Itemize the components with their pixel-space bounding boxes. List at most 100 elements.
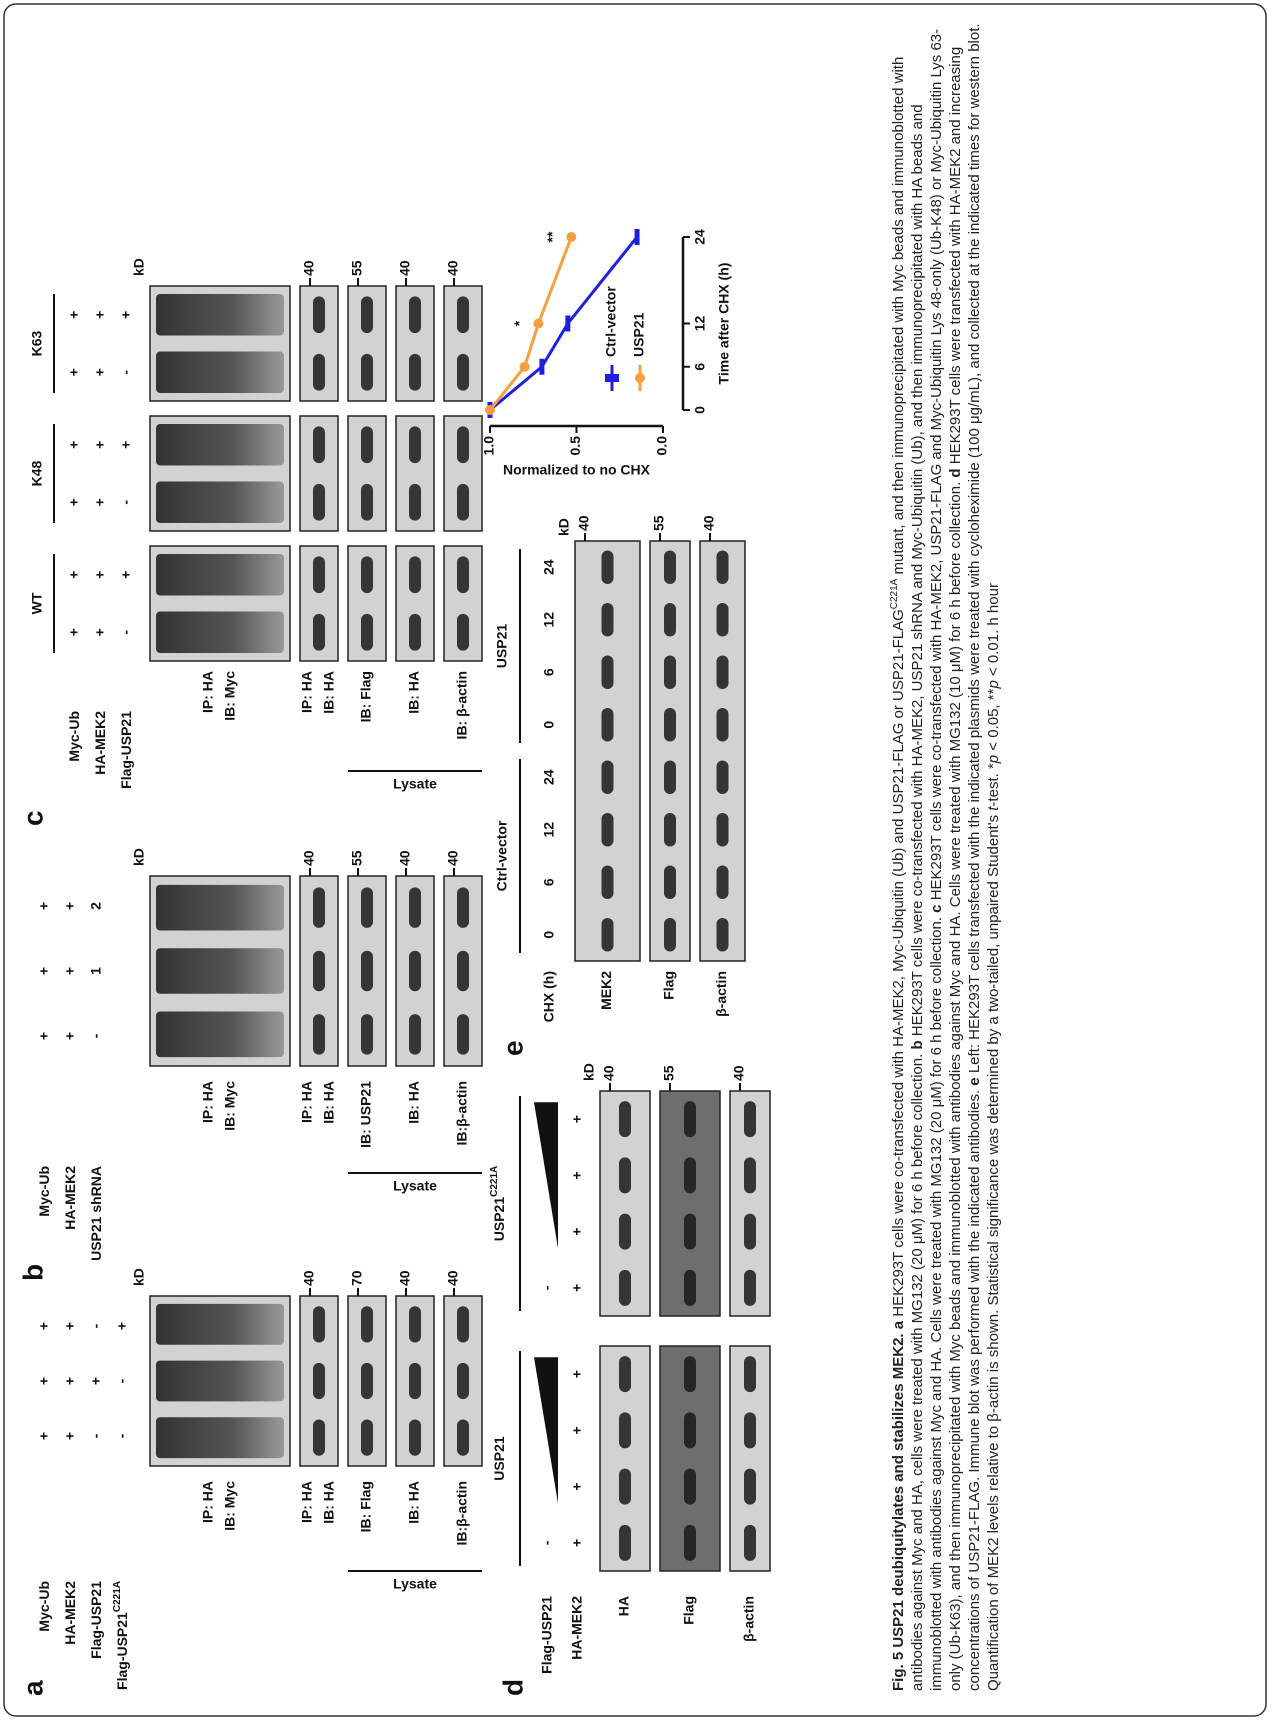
band bbox=[361, 1420, 373, 1456]
y-tick-label: 1.0 bbox=[481, 436, 497, 456]
lane-sign: + bbox=[66, 628, 82, 636]
lane-sign: + bbox=[118, 311, 134, 319]
band bbox=[619, 1525, 631, 1561]
row-label: Flag-USP21C221A bbox=[112, 1581, 130, 1690]
size-marker: 40 bbox=[576, 515, 592, 531]
lane-sign: - bbox=[114, 1378, 130, 1383]
band bbox=[313, 1363, 325, 1399]
blot-label: IP: HA bbox=[299, 1081, 315, 1123]
size-marker: 40 bbox=[397, 1270, 413, 1286]
band bbox=[409, 556, 421, 593]
band bbox=[664, 813, 676, 847]
row-label-text: Flag-USP21 bbox=[88, 1581, 104, 1659]
blot-label: HA bbox=[616, 1596, 632, 1616]
caption-text: HEK293T cells were co-transfected with H… bbox=[890, 609, 907, 1321]
band bbox=[409, 1363, 421, 1399]
panel-letter: b bbox=[17, 1264, 48, 1281]
lane-sign: + bbox=[92, 571, 108, 579]
blot-label: Flag bbox=[661, 971, 677, 1000]
dose-triangle bbox=[534, 1357, 558, 1503]
lane-label: 24 bbox=[541, 769, 557, 785]
size-marker: 40 bbox=[301, 1270, 317, 1286]
band bbox=[361, 1014, 373, 1055]
legend-marker bbox=[605, 374, 619, 382]
blot-label: Flag bbox=[681, 1596, 697, 1625]
smear bbox=[156, 1417, 284, 1458]
panel-letter: e bbox=[497, 1040, 528, 1056]
smear bbox=[156, 612, 284, 653]
lane-sign: + bbox=[569, 1539, 585, 1547]
band bbox=[717, 550, 729, 584]
group-label-sup: C221A bbox=[489, 1166, 500, 1197]
caption-text: C221A bbox=[889, 579, 900, 610]
band bbox=[664, 865, 676, 899]
lane-sign: + bbox=[569, 1228, 585, 1236]
band bbox=[684, 1525, 696, 1561]
band bbox=[409, 614, 421, 651]
blot-label: β-actin bbox=[713, 971, 729, 1017]
band bbox=[409, 484, 421, 521]
band bbox=[361, 354, 373, 391]
caption: Fig. 5 USP21 deubiquitylates and stabili… bbox=[885, 21, 1003, 1691]
blot-label: IB:β-actin bbox=[454, 1481, 470, 1546]
smear bbox=[156, 1012, 284, 1058]
figure-page: Fig. 5 USP21 deubiquitylates and stabili… bbox=[0, 0, 1271, 1721]
band bbox=[361, 887, 373, 928]
lysate-label: Lysate bbox=[393, 776, 437, 792]
row-label-text: HA-MEK2 bbox=[62, 1581, 78, 1645]
smear bbox=[156, 424, 284, 465]
lane-sign: - bbox=[118, 370, 134, 375]
band bbox=[409, 887, 421, 928]
band bbox=[664, 918, 676, 952]
caption-box: Fig. 5 USP21 deubiquitylates and stabili… bbox=[885, 21, 1045, 1691]
row-label-text: HA-MEK2 bbox=[92, 711, 108, 775]
lysate-label: Lysate bbox=[393, 1178, 437, 1194]
band bbox=[457, 354, 469, 391]
size-marker: 40 bbox=[301, 850, 317, 866]
lane-sign: + bbox=[569, 1426, 585, 1434]
page: { "panel_a": {"label": "a", "rows": [{"n… bbox=[0, 0, 1271, 1721]
row-label: HA-MEK2 bbox=[92, 711, 108, 775]
band bbox=[602, 813, 614, 847]
band bbox=[744, 1270, 756, 1306]
band bbox=[664, 550, 676, 584]
lane-sign: + bbox=[66, 571, 82, 579]
caption-text: < 0.01. h hour bbox=[985, 583, 1002, 680]
band bbox=[684, 1214, 696, 1250]
band bbox=[361, 426, 373, 463]
landscape-figure: Fig. 5 USP21 deubiquitylates and stabili… bbox=[17, 21, 1045, 1696]
y-axis-title: Normalized to no CHX bbox=[503, 462, 651, 478]
dose-triangle bbox=[534, 1102, 558, 1248]
lane-sign: - bbox=[88, 1033, 104, 1038]
size-marker: 40 bbox=[445, 1270, 461, 1286]
row-label: Myc-Ub bbox=[66, 711, 82, 762]
lysate-label: Lysate bbox=[393, 1576, 437, 1592]
band bbox=[684, 1270, 696, 1306]
band bbox=[744, 1356, 756, 1392]
blot-label: IB: USP21 bbox=[358, 1081, 374, 1148]
lane-sign: + bbox=[36, 1377, 52, 1385]
point bbox=[635, 229, 640, 245]
lane-sign: + bbox=[66, 498, 82, 506]
band bbox=[457, 614, 469, 651]
row-label-sup: C221A bbox=[112, 1581, 123, 1612]
blot-label: IB: HA bbox=[406, 1481, 422, 1524]
band bbox=[361, 556, 373, 593]
band bbox=[619, 1469, 631, 1505]
band bbox=[717, 760, 729, 794]
band bbox=[457, 887, 469, 928]
band bbox=[313, 951, 325, 992]
band bbox=[684, 1356, 696, 1392]
kd-label: kD bbox=[131, 1268, 147, 1286]
smear bbox=[156, 1361, 284, 1402]
lane-label: 12 bbox=[541, 822, 557, 838]
lane-sign: + bbox=[92, 498, 108, 506]
band bbox=[313, 1420, 325, 1456]
band bbox=[744, 1412, 756, 1448]
band bbox=[602, 918, 614, 952]
lane-sign: - bbox=[114, 1433, 130, 1438]
point bbox=[566, 232, 576, 242]
lane-sign: + bbox=[36, 1432, 52, 1440]
kd-label: kD bbox=[131, 258, 147, 276]
row-label: Myc-Ub bbox=[36, 1581, 52, 1632]
